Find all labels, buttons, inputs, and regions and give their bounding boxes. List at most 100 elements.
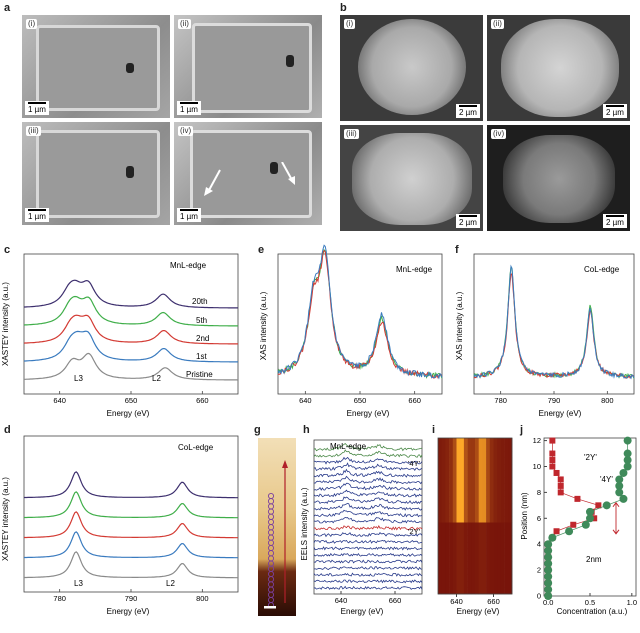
heatmap-cell (493, 483, 498, 491)
heatmap-cell (449, 444, 454, 452)
heatmap-cell (445, 444, 450, 452)
heatmap-cell (504, 574, 509, 582)
heatmap-cell (460, 542, 465, 549)
heatmap-cell (438, 496, 442, 504)
heatmap-cell (452, 457, 457, 465)
heatmap-cell (493, 535, 498, 543)
heatmap-cell (456, 503, 461, 510)
series-line (24, 511, 238, 539)
heatmap-cell (482, 470, 487, 478)
heatmap-cell (438, 503, 442, 510)
data-point (557, 489, 564, 496)
heatmap-cell (467, 477, 472, 484)
heatmap-cell (445, 581, 450, 588)
data-point (544, 540, 553, 549)
peak-label: L3 (74, 579, 83, 588)
chart-annotation: CoL-edge (584, 265, 620, 274)
heatmap-cell (489, 516, 494, 523)
chart-f: 780 790 800 CoL-edge Energy (eV) XAS inten… (455, 253, 635, 418)
heatmap-cell (486, 457, 491, 465)
scan-point-marker (267, 596, 275, 604)
heatmap-cell (438, 555, 442, 562)
heatmap-cell (475, 477, 479, 484)
heatmap-cell (497, 548, 502, 556)
heatmap-cell (471, 516, 476, 523)
heatmap-cell (438, 568, 442, 575)
heatmap-cell (482, 542, 487, 549)
heatmap-cell (441, 509, 446, 517)
heatmap-cell (478, 457, 483, 465)
y-axis-label: XAS intensity (a.u.) (259, 291, 268, 360)
heatmap-cell (471, 561, 476, 569)
chart-annotation: MnL-edge (396, 265, 433, 274)
heatmap-cell (508, 568, 513, 575)
x-tick-label: 790 (548, 396, 561, 405)
heatmap-cell (489, 444, 494, 452)
heatmap-cell (438, 529, 442, 536)
heatmap-cell (467, 548, 472, 556)
heatmap-cell (452, 470, 457, 478)
scan-point-marker (267, 555, 275, 562)
heatmap-cell (486, 451, 491, 458)
heatmap-cell (504, 555, 509, 562)
data-point (549, 463, 556, 470)
heatmap-cell (489, 470, 494, 478)
heatmap-cell (500, 483, 505, 491)
heatmap-cell (445, 451, 450, 458)
data-point (586, 514, 594, 523)
heatmap-cell (504, 451, 509, 458)
heatmap-cell (489, 483, 494, 491)
y-axis-label: XASTEY intensity (a.u.) (1, 282, 10, 366)
panel-label-f: f (455, 244, 459, 256)
heatmap-cell (478, 490, 483, 497)
scan-point-marker (267, 513, 275, 520)
heatmap-cell (500, 542, 505, 549)
heatmap-cell (475, 568, 479, 575)
heatmap-cell (508, 483, 513, 491)
series-line (313, 475, 423, 485)
heatmap-cell (452, 464, 457, 471)
data-point (619, 468, 628, 477)
heatmap-cell (445, 555, 450, 562)
scale-bar: 2 µm (456, 214, 480, 228)
heatmap-cell (493, 555, 498, 562)
heatmap-cell (460, 451, 465, 458)
heatmap-cell (489, 457, 494, 465)
series-label: 20th (192, 297, 208, 306)
heatmap-cell (478, 483, 483, 491)
heatmap-cell (475, 555, 479, 562)
heatmap-cell (497, 503, 502, 510)
x-tick-label: 790 (125, 594, 138, 603)
subpanel-label: (ii) (178, 19, 191, 29)
x-tick-label: 640 (53, 396, 66, 405)
heatmap-cell (456, 587, 461, 595)
scan-point-marker (267, 498, 275, 505)
series-line (313, 496, 423, 505)
series-line (313, 579, 423, 584)
heatmap-cell (449, 574, 454, 582)
x-tick-label: 1.0 (627, 598, 637, 607)
heatmap-cell (508, 438, 513, 445)
heatmap-cell (489, 574, 494, 582)
heatmap-cell (500, 490, 505, 497)
heatmap-cell (456, 438, 461, 445)
heatmap-cell (452, 555, 457, 562)
heatmap-cell (508, 503, 513, 510)
heatmap-cell (441, 561, 446, 569)
heatmap-cell (500, 457, 505, 465)
x-tick-label: 640 (299, 396, 312, 405)
heatmap-cell (452, 483, 457, 491)
heatmap-cell (475, 516, 479, 523)
heatmap-cell (482, 529, 487, 536)
heatmap-cell (508, 555, 513, 562)
heatmap-cell (452, 451, 457, 458)
heatmap-cell (463, 568, 468, 575)
x-axis-label: Concentration (a.u.) (557, 607, 628, 616)
heatmap-cell (497, 496, 502, 504)
scale-bar: 2 µm (603, 104, 627, 118)
heatmap-cell (508, 444, 513, 452)
data-point (544, 579, 553, 588)
heatmap-cell (500, 574, 505, 582)
heatmap-cell (449, 529, 454, 536)
heatmap-cell (504, 561, 509, 569)
